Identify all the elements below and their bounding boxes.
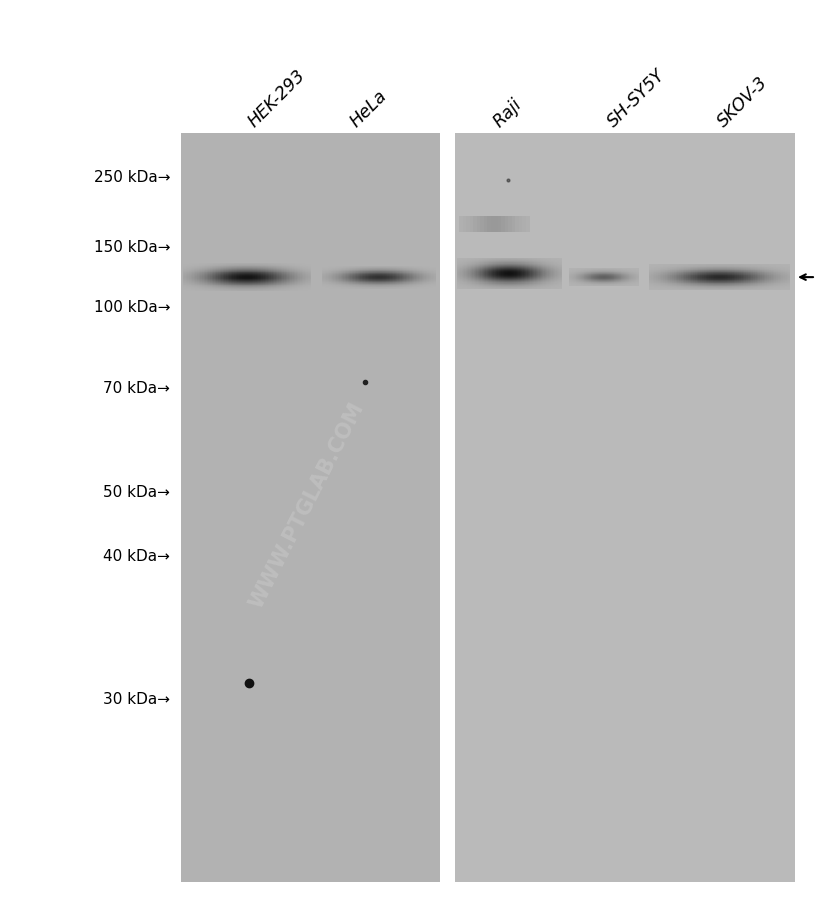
- Bar: [181, 133, 440, 882]
- Text: 250 kDa→: 250 kDa→: [94, 170, 170, 185]
- Bar: [495, 216, 498, 233]
- Text: HeLa: HeLa: [347, 87, 391, 131]
- Bar: [466, 216, 470, 233]
- Bar: [473, 216, 476, 233]
- Bar: [501, 216, 505, 233]
- Bar: [491, 216, 495, 233]
- Bar: [459, 216, 462, 233]
- Bar: [487, 216, 491, 233]
- Bar: [476, 216, 480, 233]
- Text: 70 kDa→: 70 kDa→: [103, 381, 170, 395]
- Bar: [505, 216, 508, 233]
- Bar: [519, 216, 523, 233]
- Text: 40 kDa→: 40 kDa→: [103, 548, 170, 563]
- Bar: [523, 216, 526, 233]
- Bar: [508, 216, 512, 233]
- Text: Raji: Raji: [490, 95, 525, 131]
- Bar: [484, 216, 487, 233]
- Bar: [462, 216, 466, 233]
- Bar: [526, 216, 530, 233]
- Bar: [470, 216, 473, 233]
- Text: SH-SY5Y: SH-SY5Y: [604, 66, 669, 131]
- Bar: [455, 133, 795, 882]
- Text: 50 kDa→: 50 kDa→: [103, 484, 170, 499]
- Bar: [498, 216, 501, 233]
- Text: 150 kDa→: 150 kDa→: [94, 240, 170, 254]
- Bar: [480, 216, 484, 233]
- Text: 100 kDa→: 100 kDa→: [94, 299, 170, 314]
- Text: 30 kDa→: 30 kDa→: [103, 692, 170, 706]
- Text: SKOV-3: SKOV-3: [714, 73, 771, 131]
- Bar: [512, 216, 515, 233]
- Text: HEK-293: HEK-293: [245, 67, 310, 131]
- Text: WWW.PTGLAB.COM: WWW.PTGLAB.COM: [247, 399, 368, 612]
- Bar: [515, 216, 519, 233]
